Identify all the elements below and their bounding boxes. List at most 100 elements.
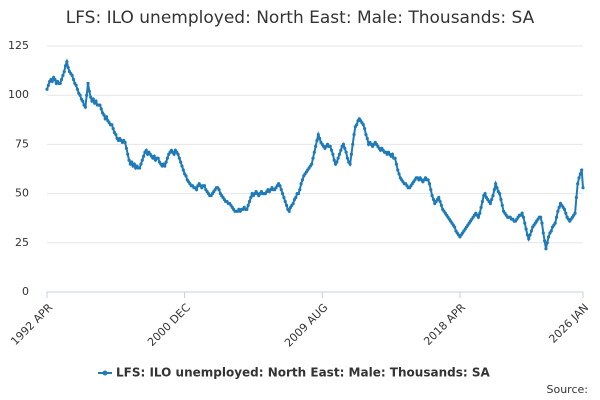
point [144, 148, 148, 152]
point [74, 83, 78, 87]
x-tick-label: 1992 APR [8, 301, 55, 348]
point [488, 201, 492, 206]
point [318, 136, 322, 141]
point [165, 156, 170, 160]
point [142, 154, 146, 158]
point [427, 182, 432, 186]
point [544, 247, 548, 251]
y-tick-label: 100 [8, 88, 29, 101]
point [576, 182, 580, 186]
point [217, 188, 221, 192]
point [541, 231, 545, 235]
point [283, 199, 287, 204]
chart-title: LFS: ILO unemployed: North East: Male: T… [66, 8, 535, 28]
point [394, 162, 398, 166]
point [577, 176, 581, 180]
point [328, 144, 332, 148]
y-tick-label: 125 [8, 39, 29, 52]
point [202, 184, 207, 188]
point [529, 229, 533, 233]
point [291, 201, 295, 206]
point [337, 152, 342, 156]
point [540, 221, 544, 225]
point [111, 127, 115, 131]
point [86, 81, 90, 85]
point [245, 207, 249, 211]
point [483, 192, 487, 196]
point [94, 99, 98, 103]
point [53, 77, 57, 82]
legend-label: LFS: ILO unemployed: North East: Male: T… [116, 366, 490, 380]
point [91, 97, 95, 101]
point [352, 132, 356, 137]
point [102, 113, 106, 117]
point [453, 225, 457, 229]
point [287, 209, 291, 213]
point [476, 215, 481, 219]
point [492, 188, 496, 192]
point [316, 132, 320, 137]
point [438, 199, 442, 204]
point [156, 156, 160, 160]
point [164, 160, 168, 164]
point [180, 164, 184, 168]
point [344, 150, 348, 154]
point [355, 123, 359, 127]
point [66, 66, 70, 70]
point [46, 83, 50, 87]
point [130, 160, 134, 164]
source: Source: [547, 383, 589, 396]
point [363, 127, 367, 131]
x-tick-label: 2009 AUG [282, 301, 331, 350]
point [312, 150, 316, 154]
point [177, 156, 181, 160]
point [298, 188, 302, 192]
y-tick-label: 25 [15, 236, 29, 249]
point [365, 136, 369, 141]
point [70, 73, 74, 78]
point [437, 195, 441, 200]
point [351, 142, 355, 146]
point [335, 160, 339, 164]
point [99, 107, 103, 111]
point [296, 192, 301, 196]
point [520, 211, 524, 215]
point [172, 152, 176, 156]
point [341, 142, 346, 146]
point [498, 192, 502, 196]
point [429, 188, 433, 192]
point [554, 215, 559, 219]
point [430, 193, 434, 198]
point [85, 93, 89, 97]
point [65, 60, 69, 64]
x-tick-label: 2000 DEC [145, 301, 193, 349]
point [279, 188, 283, 192]
point [339, 148, 343, 152]
point [523, 221, 527, 225]
point [336, 156, 340, 160]
point [573, 211, 577, 215]
point [110, 123, 114, 127]
point [546, 235, 551, 239]
point [176, 152, 180, 156]
point [426, 178, 430, 182]
point [78, 93, 82, 97]
point [61, 73, 65, 78]
point [431, 197, 436, 202]
point [278, 184, 282, 188]
point [543, 239, 547, 243]
point [132, 162, 136, 166]
y-tick-label: 75 [15, 137, 29, 150]
point [349, 152, 353, 156]
point [280, 192, 285, 196]
point [549, 229, 553, 233]
point [439, 203, 443, 208]
point [397, 172, 401, 176]
point [499, 197, 503, 202]
point [494, 182, 498, 186]
legend-marker [102, 370, 108, 376]
point [75, 87, 80, 91]
point [580, 168, 584, 172]
point [396, 168, 400, 172]
point [59, 77, 64, 82]
